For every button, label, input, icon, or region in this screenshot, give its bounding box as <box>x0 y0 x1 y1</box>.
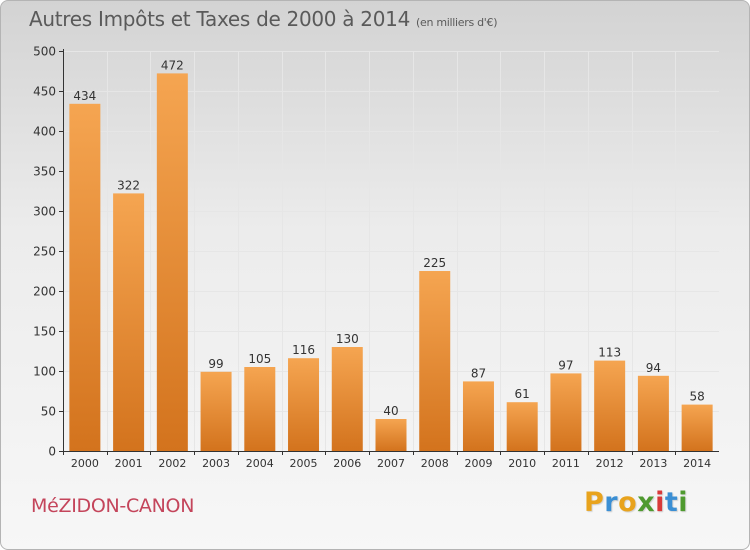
bar-2004 <box>244 367 276 451</box>
logo-letter: x <box>637 487 656 518</box>
bars <box>69 73 713 452</box>
value-label: 61 <box>515 387 530 401</box>
x-tick-label: 2012 <box>596 457 624 470</box>
y-tick-label: 0 <box>48 445 56 459</box>
axes: 0 50 100 150 200 250 300 350 400 450 500 2000 2001 20… <box>33 45 719 470</box>
x-tick-label: 2001 <box>115 457 143 470</box>
chart-title-text: Autres Impôts et Taxes de 2000 à 2014 <box>29 7 410 31</box>
logo-letter: i <box>678 487 689 518</box>
bar-2007 <box>375 419 407 451</box>
y-tick-label: 200 <box>33 285 56 299</box>
x-tick-label: 2003 <box>202 457 230 470</box>
bar-2009 <box>462 381 494 451</box>
proxiti-logo[interactable]: Proxiti <box>584 487 688 518</box>
y-tick-label: 350 <box>33 165 56 179</box>
x-tick-label: 2006 <box>333 457 361 470</box>
bar-2011 <box>550 373 582 451</box>
value-label: 87 <box>471 366 486 380</box>
logo-letter: o <box>618 487 638 518</box>
y-tick-label: 300 <box>33 205 56 219</box>
x-tick-label: 2011 <box>552 457 580 470</box>
x-tick-label: 2004 <box>246 457 274 470</box>
x-tick-label: 2009 <box>464 457 492 470</box>
chart-unit: (en milliers d'€) <box>416 16 498 29</box>
x-tick-label: 2014 <box>683 457 711 470</box>
value-label: 97 <box>558 358 573 372</box>
bar-2000 <box>69 103 101 452</box>
bar-2008 <box>419 271 451 451</box>
y-tick-label: 150 <box>33 325 56 339</box>
value-label: 40 <box>383 404 398 418</box>
value-label: 116 <box>292 343 315 357</box>
x-tick-label: 2010 <box>508 457 536 470</box>
grid-lines <box>63 51 719 451</box>
bar-2001 <box>113 193 145 451</box>
x-tick-label: 2005 <box>290 457 318 470</box>
bar-2003 <box>200 371 232 451</box>
x-tick-label: 2008 <box>421 457 449 470</box>
value-label: 94 <box>646 361 661 375</box>
bar-2002 <box>156 73 188 452</box>
value-label: 322 <box>117 178 140 192</box>
value-label: 113 <box>598 346 621 360</box>
value-label: 105 <box>248 352 271 366</box>
value-label: 472 <box>161 58 184 72</box>
logo-letter: t <box>664 487 679 518</box>
x-tick-label: 2002 <box>158 457 186 470</box>
x-tick-label: 2000 <box>71 457 99 470</box>
value-label: 130 <box>336 332 359 346</box>
commune-name: MéZIDON-CANON <box>31 495 195 517</box>
bar-2012 <box>594 360 626 451</box>
y-tick-label: 450 <box>33 85 56 99</box>
y-tick-label: 250 <box>33 245 56 259</box>
bar-2005 <box>288 358 320 451</box>
x-tick-label: 2007 <box>377 457 405 470</box>
value-label: 58 <box>689 390 704 404</box>
logo-letter: P <box>584 487 605 518</box>
bar-2006 <box>331 347 363 451</box>
logo-letter: i <box>655 487 665 518</box>
value-labels: 434 322 472 99 105 116 130 40 225 87 61 97 113 94 58 <box>73 58 704 418</box>
x-tick-label: 2013 <box>639 457 667 470</box>
chart-title: Autres Impôts et Taxes de 2000 à 2014 (en… <box>29 7 497 31</box>
value-label: 99 <box>208 357 223 371</box>
bar-2014 <box>681 404 713 451</box>
y-tick-label: 400 <box>33 125 56 139</box>
y-tick-label: 100 <box>33 365 56 379</box>
y-tick-label: 500 <box>33 45 56 59</box>
logo-letter: r <box>604 487 619 518</box>
value-label: 225 <box>423 256 446 270</box>
bar-2013 <box>637 375 669 451</box>
y-tick-label: 50 <box>41 405 56 419</box>
bar-2010 <box>506 402 538 451</box>
value-label: 434 <box>73 89 96 103</box>
bar-chart: 0 50 100 150 200 250 300 350 400 450 500 2000 2001 20… <box>33 45 719 470</box>
